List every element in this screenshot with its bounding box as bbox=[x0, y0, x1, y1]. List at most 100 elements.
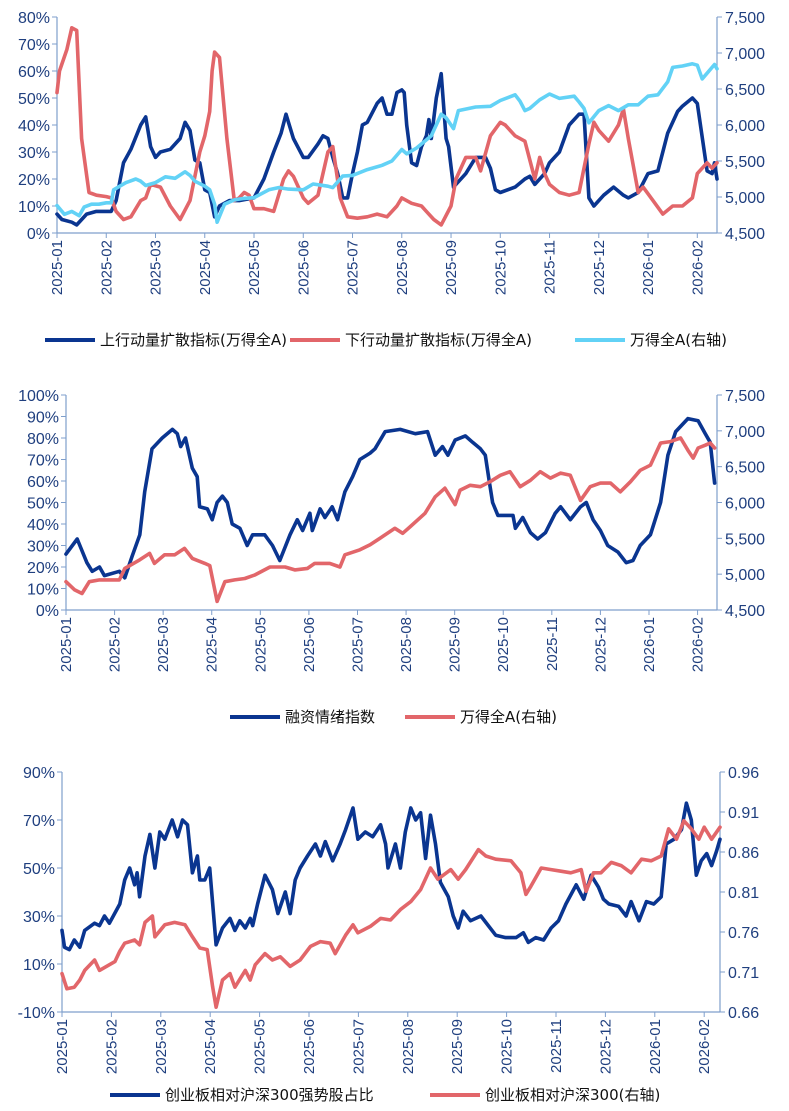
x-tick-label: 2025-12 bbox=[591, 240, 608, 295]
x-tick-label: 2025-07 bbox=[350, 1019, 367, 1074]
chart-3: -10% 10% 30% 50% 70% 90% 0.66 0.71 0.76 0.81 0.86 0… bbox=[18, 765, 760, 1104]
left-tick-label: 50% bbox=[27, 496, 59, 513]
legend-item: 融资情绪指数 bbox=[230, 708, 375, 726]
right-tick-label: 6,000 bbox=[725, 118, 765, 135]
x-tick-label: 2025-11 bbox=[542, 240, 559, 294]
x-tick-label: 2026-01 bbox=[640, 240, 657, 295]
series-line-1 bbox=[55, 71, 719, 227]
series-line-2 bbox=[60, 818, 722, 1010]
x-tick-label: 2025-06 bbox=[301, 1019, 318, 1074]
right-tick-label: 0.91 bbox=[728, 805, 759, 822]
left-tick-label: 10% bbox=[27, 582, 59, 599]
chart-1: 0% 10% 20% 30% 40% 50% 60% 70% 80% 4,500 5,000 5,50… bbox=[18, 10, 765, 349]
right-tick-label: 0.81 bbox=[728, 885, 759, 902]
x-tick-label: 2025-04 bbox=[202, 1019, 219, 1074]
legend-label: 融资情绪指数 bbox=[285, 708, 375, 726]
legend-label: 创业板相对沪深300强势股占比 bbox=[165, 1086, 374, 1104]
x-tick-label: 2025-10 bbox=[495, 617, 512, 672]
series-line-3 bbox=[55, 61, 719, 224]
x-tick-label: 2026-02 bbox=[690, 617, 707, 672]
left-tick-label: 60% bbox=[27, 474, 59, 491]
x-tick-label: 2025-11 bbox=[548, 1019, 565, 1073]
right-tick-label: 6,500 bbox=[725, 82, 765, 99]
series-line-2 bbox=[64, 436, 717, 604]
left-tick-label: 20% bbox=[27, 560, 59, 577]
left-tick-label: 40% bbox=[27, 517, 59, 534]
left-tick-label: 80% bbox=[27, 431, 59, 448]
x-tick-label: 2025-03 bbox=[155, 617, 172, 672]
left-tick-label: 90% bbox=[27, 410, 59, 427]
x-tick-label: 2025-04 bbox=[197, 240, 214, 295]
left-tick-label: 30% bbox=[27, 539, 59, 556]
x-tick-label: 2025-12 bbox=[597, 1019, 614, 1074]
x-tick-label: 2025-02 bbox=[107, 617, 124, 672]
x-tick-label: 2025-05 bbox=[252, 617, 269, 672]
left-tick-label: 50% bbox=[18, 91, 50, 108]
x-tick-label: 2025-06 bbox=[295, 240, 312, 295]
left-tick-label: 50% bbox=[23, 861, 55, 878]
legend-label: 下行动量扩散指标(万得全A) bbox=[345, 331, 532, 349]
right-tick-label: 5,500 bbox=[725, 531, 765, 548]
x-tick-label: 2025-09 bbox=[443, 240, 460, 295]
left-tick-label: -10% bbox=[18, 1005, 55, 1022]
right-tick-label: 5,000 bbox=[725, 567, 765, 584]
x-tick-label: 2025-05 bbox=[252, 1019, 269, 1074]
right-tick-label: 6,000 bbox=[725, 496, 765, 513]
x-tick-label: 2026-01 bbox=[641, 617, 658, 672]
legend-label: 万得全A(右轴) bbox=[460, 708, 557, 726]
x-tick-label: 2025-04 bbox=[204, 617, 221, 672]
right-tick-label: 5,500 bbox=[725, 154, 765, 171]
left-tick-label: 100% bbox=[18, 388, 59, 405]
legend-item: 万得全A(右轴) bbox=[405, 708, 557, 726]
x-tick-label: 2025-09 bbox=[447, 617, 464, 672]
x-tick-label: 2025-08 bbox=[398, 617, 415, 672]
x-tick-label: 2025-09 bbox=[449, 1019, 466, 1074]
legend-item: 创业板相对沪深300强势股占比 bbox=[110, 1086, 374, 1104]
x-tick-label: 2025-08 bbox=[400, 1019, 417, 1074]
left-tick-label: 60% bbox=[18, 64, 50, 81]
legend-item: 万得全A(右轴) bbox=[575, 331, 727, 349]
legend-label: 创业板相对沪深300(右轴) bbox=[485, 1086, 660, 1104]
left-tick-label: 70% bbox=[23, 813, 55, 830]
x-tick-label: 2025-07 bbox=[345, 240, 362, 295]
x-tick-label: 2025-03 bbox=[148, 240, 165, 295]
legend-item: 创业板相对沪深300(右轴) bbox=[430, 1086, 660, 1104]
series-line-1 bbox=[64, 416, 717, 580]
x-tick-label: 2025-03 bbox=[153, 1019, 170, 1074]
right-tick-label: 7,000 bbox=[725, 424, 765, 441]
x-tick-label: 2025-08 bbox=[394, 240, 411, 295]
right-tick-label: 0.86 bbox=[728, 845, 759, 862]
x-tick-label: 2025-12 bbox=[592, 617, 609, 672]
right-tick-label: 0.71 bbox=[728, 965, 759, 982]
left-tick-label: 10% bbox=[23, 957, 55, 974]
x-tick-label: 2025-10 bbox=[499, 1019, 516, 1074]
right-tick-label: 4,500 bbox=[725, 603, 765, 620]
x-tick-label: 2026-02 bbox=[689, 240, 706, 295]
x-tick-label: 2025-02 bbox=[103, 1019, 120, 1074]
right-tick-label: 0.96 bbox=[728, 765, 759, 782]
right-tick-label: 5,000 bbox=[725, 190, 765, 207]
legend-label: 上行动量扩散指标(万得全A) bbox=[100, 331, 287, 349]
series-line-1 bbox=[60, 801, 722, 952]
x-tick-label: 2025-06 bbox=[301, 617, 318, 672]
left-tick-label: 90% bbox=[23, 765, 55, 782]
left-tick-label: 0% bbox=[36, 603, 59, 620]
right-tick-label: 6,500 bbox=[725, 460, 765, 477]
x-tick-label: 2025-05 bbox=[246, 240, 263, 295]
left-tick-label: 10% bbox=[18, 199, 50, 216]
x-tick-label: 2025-10 bbox=[492, 240, 509, 295]
right-tick-label: 0.66 bbox=[728, 1005, 759, 1022]
left-tick-label: 70% bbox=[18, 37, 50, 54]
legend-item: 下行动量扩散指标(万得全A) bbox=[290, 331, 532, 349]
x-tick-label: 2026-02 bbox=[696, 1019, 713, 1074]
left-tick-label: 0% bbox=[27, 226, 50, 243]
right-tick-label: 7,500 bbox=[725, 388, 765, 405]
x-tick-label: 2025-01 bbox=[49, 240, 66, 295]
right-tick-label: 0.76 bbox=[728, 925, 759, 942]
legend-item: 上行动量扩散指标(万得全A) bbox=[45, 331, 287, 349]
x-tick-label: 2025-01 bbox=[58, 617, 75, 672]
chart-2: 0% 10% 20% 30% 40% 50% 60% 70% 80% 90% 100% 4,500 5,… bbox=[18, 388, 765, 726]
right-tick-label: 7,000 bbox=[725, 46, 765, 63]
legend-label: 万得全A(右轴) bbox=[630, 331, 727, 349]
